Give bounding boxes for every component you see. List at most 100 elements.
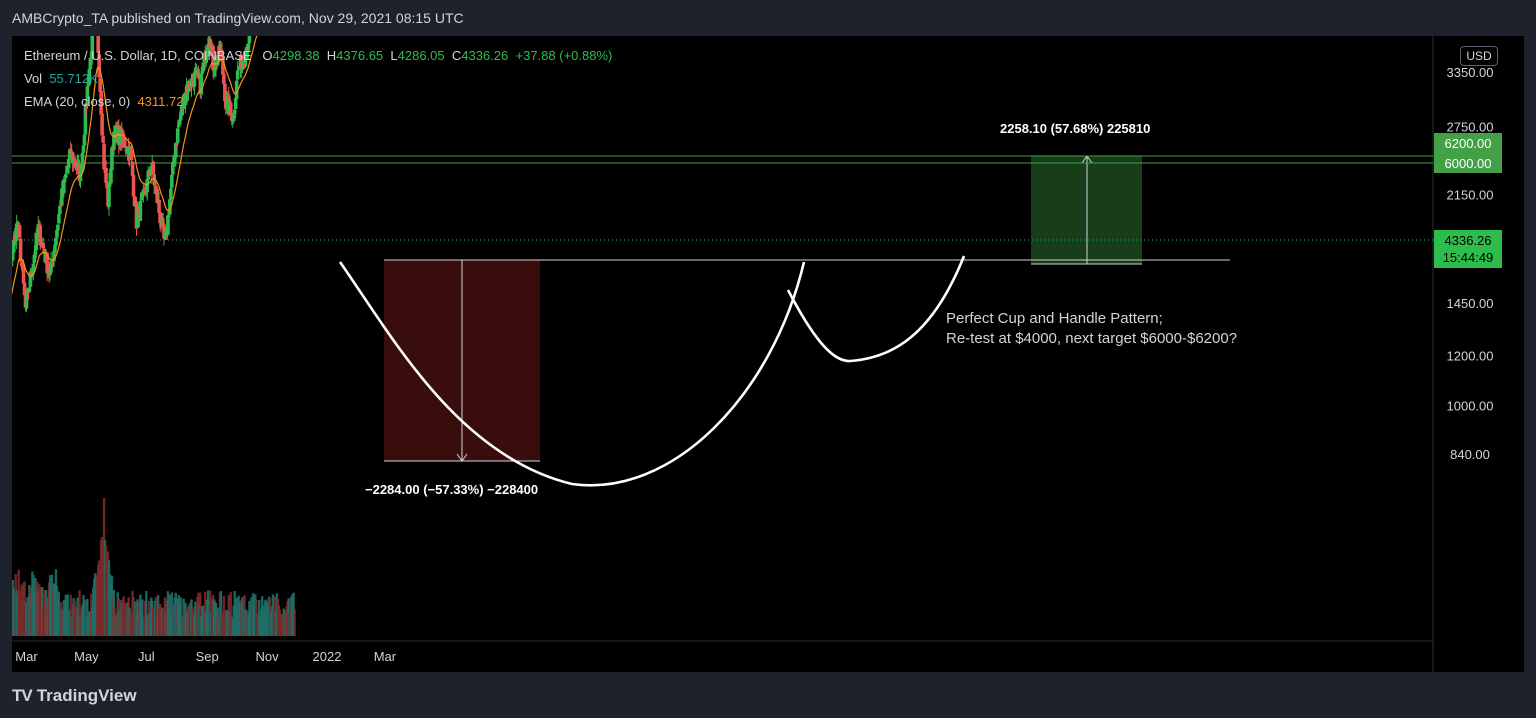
candle-body xyxy=(57,214,61,224)
candle-body xyxy=(53,246,57,252)
candle-body xyxy=(127,146,132,158)
candle-body xyxy=(34,232,39,251)
candle-body xyxy=(38,225,43,246)
cup-curve[interactable] xyxy=(338,261,806,487)
candle-body xyxy=(22,282,27,296)
candle-body xyxy=(114,125,118,143)
candle-body xyxy=(139,197,144,200)
horizontal-levels xyxy=(12,155,1433,261)
candle-body xyxy=(140,192,145,198)
candle-body xyxy=(234,80,239,99)
legend-close-value: 4336.26 xyxy=(461,48,509,63)
tradingview-logo-icon: TV xyxy=(12,686,33,705)
tradingview-logo[interactable]: TV TradingView xyxy=(12,686,137,706)
candle-body xyxy=(47,270,51,276)
candle-body xyxy=(176,125,181,128)
legend-low-value: 4286.05 xyxy=(397,48,445,63)
candle-body xyxy=(17,225,22,238)
candle-body xyxy=(199,73,204,95)
legend-high-label: H xyxy=(326,48,337,63)
candle-body xyxy=(190,78,195,82)
candle-body xyxy=(58,205,62,214)
candle-body xyxy=(98,78,102,92)
candle-body xyxy=(188,87,193,89)
candle-body xyxy=(109,168,113,184)
candle-body xyxy=(223,83,227,102)
candle-body xyxy=(241,59,246,61)
time-tick-label: Mar xyxy=(15,649,38,664)
candle-body xyxy=(149,166,154,175)
candle-body xyxy=(12,239,16,253)
candle-body xyxy=(225,98,229,109)
candle-body xyxy=(222,73,226,85)
candle-body xyxy=(55,229,59,238)
candle-body xyxy=(110,147,114,171)
candle-body xyxy=(201,62,206,72)
volume-bar xyxy=(78,590,81,636)
candle-body xyxy=(205,50,209,56)
candle-body xyxy=(179,105,184,117)
chart-panel[interactable]: 2258.10 (57.68%) 225810 −2284.00 (−57.33… xyxy=(12,36,1524,672)
tradingview-wordmark: TradingView xyxy=(36,686,137,705)
candle-body xyxy=(132,196,137,207)
candle-body xyxy=(41,242,45,249)
candle-body xyxy=(187,81,192,89)
candle-body xyxy=(45,252,49,273)
candle-body xyxy=(206,44,210,51)
tag-last-price-bg xyxy=(1434,230,1502,268)
handle-curve[interactable] xyxy=(786,255,966,363)
candle-body xyxy=(135,214,140,228)
candle-body xyxy=(204,55,209,63)
candle-body xyxy=(62,179,67,181)
candle-body xyxy=(228,102,233,112)
candle-body xyxy=(14,223,19,241)
candle-body xyxy=(18,238,23,262)
candle-body xyxy=(168,199,172,215)
tag-6200-bg xyxy=(1434,133,1502,153)
candle-body xyxy=(231,114,236,121)
volume-bar xyxy=(293,609,296,636)
time-axis[interactable]: Mar May Jul Sep Nov 2022 Mar xyxy=(15,649,396,664)
chart-legend: Ethereum / U.S. Dollar, 1D, COINBASE O42… xyxy=(24,44,612,113)
candle-body xyxy=(220,50,224,58)
candle-body xyxy=(208,38,212,49)
candle-body xyxy=(167,215,171,217)
candle-body xyxy=(221,56,225,75)
candle-body xyxy=(200,70,205,74)
currency-button[interactable]: USD xyxy=(1460,46,1498,66)
candle-body xyxy=(243,58,248,64)
candle-body xyxy=(189,78,194,88)
volume-bar xyxy=(179,597,182,636)
candle-body xyxy=(128,146,133,150)
candle-body xyxy=(143,188,148,194)
candle-body xyxy=(164,229,168,240)
tag-countdown-text: 15:44:49 xyxy=(1443,250,1494,265)
candle-body xyxy=(32,254,37,263)
candle-body xyxy=(175,128,180,143)
price-tick-label: 1450.00 xyxy=(1447,296,1494,311)
legend-volume-value: 55.712K xyxy=(49,71,98,86)
candle-body xyxy=(236,69,241,71)
candle-body xyxy=(194,70,199,72)
legend-symbol[interactable]: Ethereum / U.S. Dollar, 1D, COINBASE xyxy=(24,48,252,63)
price-tick-label: 2150.00 xyxy=(1447,188,1494,203)
volume-bar xyxy=(199,592,202,636)
candle-body xyxy=(30,272,35,276)
legend-ema-value: 4311.72 xyxy=(137,94,184,109)
legend-volume-row: Vol 55.712K xyxy=(24,67,612,90)
legend-ema-label[interactable]: EMA (20, close, 0) xyxy=(24,94,131,109)
legend-volume-label[interactable]: Vol xyxy=(24,71,43,86)
candle-body xyxy=(141,189,146,194)
candle-body xyxy=(169,188,173,200)
candle-body xyxy=(130,161,135,176)
time-tick-label: Nov xyxy=(256,649,280,664)
legend-low-label: L xyxy=(390,48,398,63)
pattern-note-line1: Perfect Cup and Handle Pattern; xyxy=(946,310,1163,327)
price-chart[interactable]: 2258.10 (57.68%) 225810 −2284.00 (−57.33… xyxy=(12,36,1524,672)
candle-body xyxy=(211,46,215,71)
candle-body xyxy=(97,54,101,78)
tag-6000-bg xyxy=(1434,153,1502,173)
legend-symbol-row: Ethereum / U.S. Dollar, 1D, COINBASE O42… xyxy=(24,44,612,67)
pattern-note-line2: Re-test at $4000, next target $6000-$620… xyxy=(946,330,1237,347)
candle-body xyxy=(247,36,252,44)
